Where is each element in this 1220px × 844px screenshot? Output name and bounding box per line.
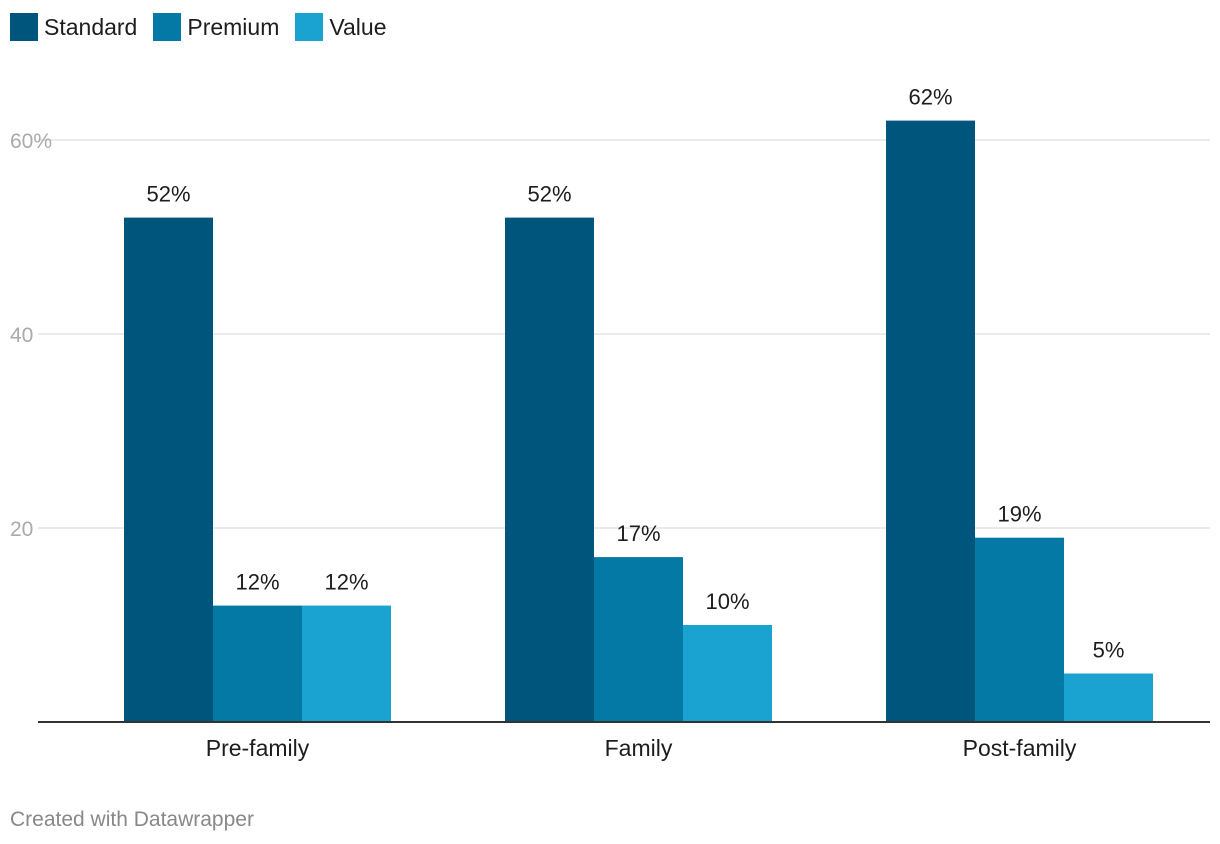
data-label: 17%: [616, 521, 660, 546]
legend-item-premium: Premium: [153, 13, 279, 41]
bar: [683, 625, 772, 722]
bar: [594, 557, 683, 722]
legend-item-value: Value: [295, 13, 387, 41]
bar: [886, 120, 975, 723]
data-label: 19%: [997, 502, 1041, 527]
chart-legend: Standard Premium Value: [10, 13, 403, 41]
legend-swatch-premium: [153, 13, 182, 41]
x-category-label: Family: [605, 735, 673, 761]
bar: [505, 217, 594, 722]
legend-label-value: Value: [329, 13, 387, 40]
legend-label-standard: Standard: [44, 13, 138, 40]
bar: [213, 605, 302, 722]
data-label: 5%: [1093, 638, 1125, 663]
bar: [124, 217, 213, 722]
y-tick-label: 20: [10, 518, 33, 541]
bar: [302, 605, 391, 722]
footer-credit: Created with Datawrapper: [10, 808, 254, 831]
data-label: 12%: [324, 570, 368, 595]
y-tick-label: 40: [10, 324, 33, 347]
data-label: 12%: [235, 570, 279, 595]
legend-label-premium: Premium: [187, 13, 280, 40]
data-label: 52%: [527, 182, 571, 207]
legend-item-standard: Standard: [10, 13, 137, 41]
bar: [1064, 673, 1153, 722]
data-label: 52%: [146, 182, 190, 207]
x-category-label: Pre-family: [206, 735, 310, 761]
data-label: 62%: [908, 85, 952, 110]
y-tick-label: 60%: [10, 130, 52, 153]
legend-swatch-value: [295, 13, 324, 41]
legend-swatch-standard: [10, 13, 38, 41]
bar: [975, 537, 1064, 722]
x-category-label: Post-family: [963, 735, 1077, 761]
data-label: 10%: [705, 589, 749, 614]
